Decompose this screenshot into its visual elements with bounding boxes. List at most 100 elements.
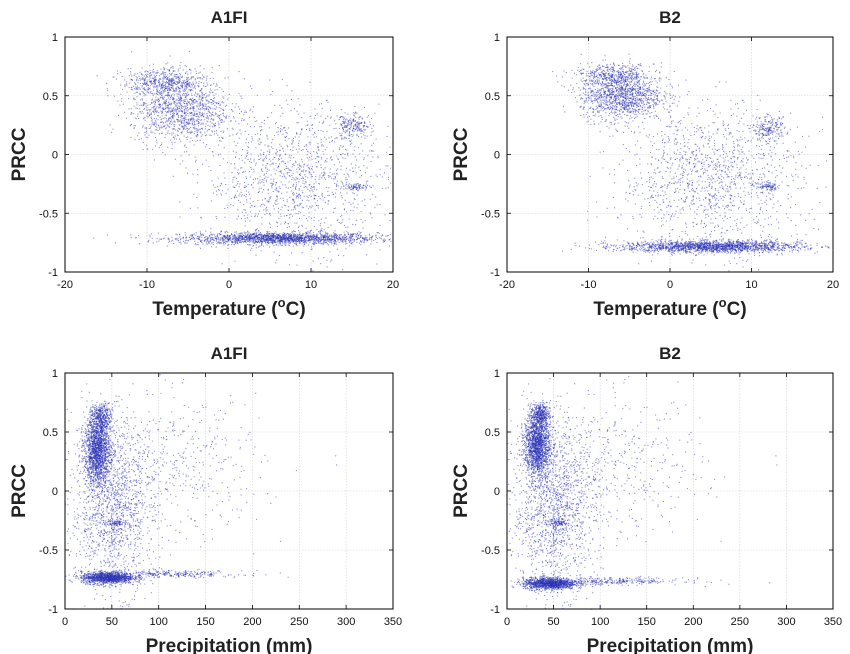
- scatter-point: [170, 84, 172, 86]
- scatter-point: [141, 77, 143, 79]
- scatter-point: [162, 117, 164, 119]
- scatter-point: [235, 120, 237, 122]
- scatter-point: [296, 195, 298, 197]
- scatter-point: [211, 246, 213, 248]
- scatter-point: [153, 159, 155, 161]
- scatter-point: [179, 138, 181, 140]
- scatter-point: [193, 238, 195, 240]
- scatter-point: [196, 129, 198, 131]
- scatter-point: [237, 169, 239, 171]
- scatter-point: [122, 103, 124, 105]
- scatter-point: [179, 124, 181, 126]
- scatter-point: [183, 145, 185, 147]
- scatter-point: [155, 76, 157, 78]
- scatter-point: [162, 82, 164, 84]
- scatter-point: [186, 80, 188, 82]
- scatter-point: [292, 184, 294, 186]
- scatter-point: [164, 107, 166, 109]
- scatter-point: [174, 75, 176, 77]
- scatter-point: [258, 190, 260, 192]
- scatter-point: [267, 117, 269, 119]
- scatter-point: [175, 90, 177, 92]
- scatter-point: [350, 141, 352, 143]
- scatter-point: [344, 118, 346, 120]
- scatter-point: [178, 102, 180, 104]
- scatter-point: [235, 241, 237, 243]
- scatter-point: [156, 88, 158, 90]
- scatter-point: [370, 213, 372, 215]
- scatter-point: [169, 55, 171, 57]
- scatter-point: [352, 192, 354, 194]
- scatter-point: [293, 243, 295, 245]
- scatter-point: [180, 107, 182, 109]
- scatter-point: [311, 124, 313, 126]
- scatter-point: [294, 160, 296, 162]
- scatter-point: [217, 154, 219, 156]
- scatter-point: [378, 103, 380, 105]
- scatter-point: [273, 236, 275, 238]
- scatter-point: [290, 240, 292, 242]
- scatter-point: [355, 112, 357, 114]
- scatter-point: [184, 106, 186, 108]
- scatter-point: [338, 238, 340, 240]
- scatter-point: [305, 181, 307, 183]
- scatter-point: [279, 149, 281, 151]
- scatter-point: [257, 199, 259, 201]
- scatter-point: [301, 206, 303, 208]
- scatter-point: [183, 91, 185, 93]
- scatter-point: [254, 242, 256, 244]
- scatter-point: [295, 162, 297, 164]
- scatter-point: [299, 243, 301, 245]
- scatter-point: [128, 98, 130, 100]
- scatter-point: [256, 233, 258, 235]
- scatter-point: [192, 108, 194, 110]
- scatter-point: [161, 89, 163, 91]
- scatter-point: [236, 218, 238, 220]
- scatter-point: [353, 206, 355, 208]
- scatter-point: [191, 76, 193, 78]
- scatter-point: [167, 125, 169, 127]
- scatter-point: [295, 240, 297, 242]
- scatter-point: [232, 235, 234, 237]
- scatter-point: [366, 239, 368, 241]
- scatter-point: [387, 235, 389, 237]
- scatter-point: [259, 153, 261, 155]
- scatter-point: [382, 239, 384, 241]
- scatter-point: [194, 113, 196, 115]
- scatter-point: [310, 188, 312, 190]
- scatter-point: [211, 151, 213, 153]
- scatter-point: [146, 84, 148, 86]
- scatter-point: [278, 234, 280, 236]
- scatter-point: [183, 88, 185, 90]
- scatter-point: [210, 200, 212, 202]
- scatter-point: [158, 80, 160, 82]
- scatter-point: [139, 92, 141, 94]
- scatter-point: [199, 71, 201, 73]
- scatter-point: [178, 82, 180, 84]
- scatter-point: [298, 136, 300, 138]
- scatter-point: [157, 98, 159, 100]
- scatter-point: [237, 183, 239, 185]
- scatter-point: [356, 121, 358, 123]
- scatter-point: [193, 122, 195, 124]
- scatter-point: [195, 234, 197, 236]
- scatter-point: [277, 242, 279, 244]
- scatter-point: [335, 233, 337, 235]
- scatter-point: [270, 93, 272, 95]
- scatter-point: [349, 241, 351, 243]
- scatter-point: [199, 131, 201, 133]
- scatter-point: [285, 205, 287, 207]
- scatter-point: [268, 213, 270, 215]
- scatter-point: [187, 82, 189, 84]
- scatter-point: [183, 120, 185, 122]
- scatter-point: [389, 219, 391, 221]
- scatter-point: [201, 240, 203, 242]
- scatter-point: [207, 240, 209, 242]
- scatter-point: [162, 98, 164, 100]
- scatter-point: [181, 116, 183, 118]
- scatter-point: [342, 183, 344, 185]
- scatter-point: [107, 95, 109, 97]
- scatter-point: [183, 126, 185, 128]
- scatter-point: [324, 241, 326, 243]
- scatter-point: [229, 236, 231, 238]
